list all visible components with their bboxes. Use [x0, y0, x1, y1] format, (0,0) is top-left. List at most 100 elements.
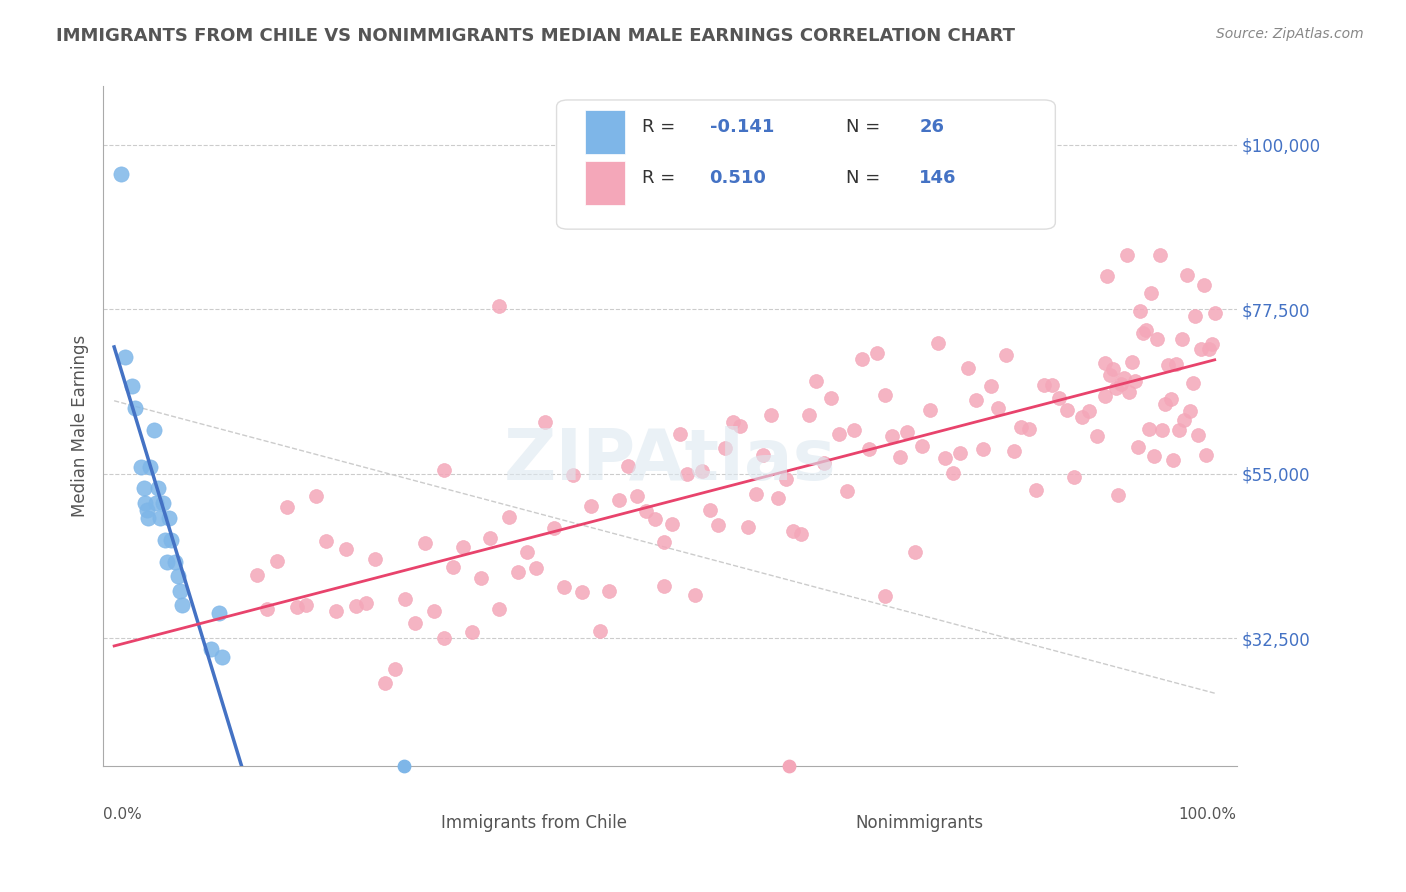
Text: N =: N = — [845, 118, 880, 136]
Point — [423, 605, 446, 619]
Point — [920, 403, 942, 417]
Point — [479, 531, 502, 545]
Point — [1102, 362, 1125, 376]
Point — [1135, 323, 1157, 337]
Point — [835, 483, 858, 498]
Point — [1152, 423, 1174, 437]
Y-axis label: Median Male Earnings: Median Male Earnings — [72, 335, 89, 517]
Point — [820, 391, 842, 405]
Point — [129, 459, 152, 474]
Point — [561, 467, 583, 482]
Point — [1056, 403, 1078, 417]
Point — [744, 487, 766, 501]
Point — [1204, 306, 1226, 320]
Point — [965, 393, 987, 408]
Point — [344, 599, 367, 613]
Point — [364, 552, 387, 566]
Point — [152, 496, 174, 510]
Text: R =: R = — [641, 118, 675, 136]
Text: -0.141: -0.141 — [710, 118, 773, 136]
Point — [1160, 392, 1182, 407]
Point — [246, 567, 269, 582]
Point — [149, 510, 172, 524]
Text: N =: N = — [845, 169, 880, 187]
Point — [132, 482, 155, 496]
Point — [1149, 247, 1171, 261]
Point — [1132, 326, 1154, 340]
Point — [949, 446, 972, 460]
Point — [1040, 378, 1063, 392]
Text: ZIPAtlas: ZIPAtlas — [503, 425, 837, 495]
Point — [1070, 410, 1092, 425]
Point — [506, 565, 529, 579]
Point — [134, 496, 156, 510]
Point — [139, 459, 162, 474]
Point — [911, 439, 934, 453]
Point — [1198, 342, 1220, 356]
Point — [589, 624, 612, 638]
Point — [1187, 427, 1209, 442]
Point — [692, 464, 714, 478]
Text: 0.510: 0.510 — [710, 169, 766, 187]
Point — [354, 596, 377, 610]
Point — [1109, 376, 1132, 391]
Point — [1032, 377, 1054, 392]
Point — [1115, 247, 1137, 261]
Point — [1201, 337, 1223, 351]
Point — [516, 545, 538, 559]
Point — [972, 442, 994, 456]
Point — [1140, 285, 1163, 300]
Point — [1018, 422, 1040, 436]
Point — [256, 602, 278, 616]
Point — [1121, 355, 1143, 369]
Point — [1112, 371, 1135, 385]
Point — [768, 491, 790, 506]
Point — [987, 401, 1010, 416]
Point — [882, 429, 904, 443]
Point — [730, 418, 752, 433]
Text: 100.0%: 100.0% — [1178, 807, 1237, 822]
Point — [395, 869, 418, 883]
Point — [654, 534, 676, 549]
Point — [858, 442, 880, 456]
Text: R =: R = — [641, 169, 675, 187]
Point — [668, 426, 690, 441]
Point — [956, 361, 979, 376]
Point — [1063, 470, 1085, 484]
Point — [873, 388, 896, 402]
Point — [167, 569, 190, 583]
Point — [806, 374, 828, 388]
Point — [579, 499, 602, 513]
Point — [443, 559, 465, 574]
Point — [737, 520, 759, 534]
Point — [934, 450, 956, 465]
Point — [980, 379, 1002, 393]
Point — [654, 579, 676, 593]
Point — [451, 540, 474, 554]
Point — [553, 580, 575, 594]
Text: Source: ZipAtlas.com: Source: ZipAtlas.com — [1216, 27, 1364, 41]
Point — [433, 463, 456, 477]
Point — [163, 555, 186, 569]
Point — [276, 500, 298, 515]
Point — [1002, 444, 1025, 458]
Point — [1094, 389, 1116, 403]
Point — [790, 527, 813, 541]
Point — [813, 456, 835, 470]
Point — [1181, 376, 1204, 390]
Point — [873, 589, 896, 603]
Point — [714, 441, 737, 455]
Point — [266, 554, 288, 568]
Point — [598, 584, 620, 599]
Point — [1104, 381, 1126, 395]
Point — [305, 489, 328, 503]
Point — [706, 518, 728, 533]
Point — [844, 423, 866, 437]
Point — [661, 517, 683, 532]
Point — [121, 379, 143, 393]
Point — [828, 426, 851, 441]
Point — [1047, 391, 1070, 405]
Point — [295, 598, 318, 612]
Point — [616, 458, 638, 473]
Point — [374, 676, 396, 690]
